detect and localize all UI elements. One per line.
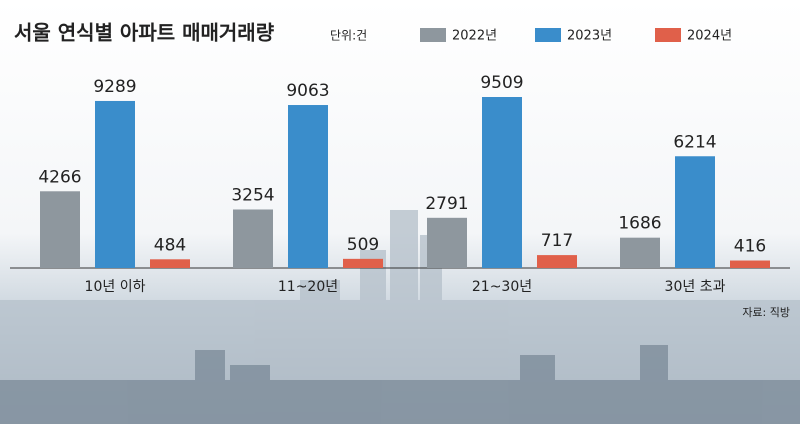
value-label: 3254 bbox=[231, 185, 274, 205]
x-tick-label: 10년 이하 bbox=[85, 279, 146, 295]
bar bbox=[482, 97, 522, 268]
legend-label: 2024년 bbox=[687, 29, 732, 44]
legend-label: 2022년 bbox=[452, 29, 497, 44]
value-label: 416 bbox=[734, 237, 766, 257]
bar bbox=[343, 258, 383, 268]
source: 자료: 직방 bbox=[742, 306, 790, 319]
legend-swatch bbox=[535, 28, 561, 42]
bar bbox=[233, 209, 273, 268]
legend-swatch bbox=[420, 28, 446, 42]
x-tick-label: 21~30년 bbox=[472, 279, 532, 295]
value-label: 717 bbox=[541, 231, 573, 251]
value-label: 484 bbox=[154, 235, 186, 255]
bar bbox=[150, 259, 190, 268]
value-label: 4266 bbox=[38, 167, 81, 187]
value-label: 6214 bbox=[673, 132, 716, 152]
bar bbox=[427, 217, 467, 268]
value-label: 9063 bbox=[286, 81, 329, 101]
bar bbox=[620, 237, 660, 268]
bar bbox=[95, 100, 135, 268]
value-label: 2791 bbox=[425, 194, 468, 214]
x-tick-label: 30년 초과 bbox=[665, 279, 726, 295]
legend-swatch bbox=[655, 28, 681, 42]
skyline-front bbox=[0, 345, 800, 424]
bar bbox=[537, 255, 577, 268]
subtitle: 단위:건 bbox=[330, 29, 367, 43]
value-label: 9509 bbox=[480, 73, 523, 93]
bar bbox=[288, 105, 328, 268]
x-tick-label: 11~20년 bbox=[278, 279, 338, 295]
bar bbox=[40, 191, 80, 268]
value-label: 509 bbox=[347, 235, 379, 255]
value-label: 9289 bbox=[93, 77, 136, 97]
bar bbox=[675, 156, 715, 268]
value-label: 1686 bbox=[618, 214, 661, 234]
bar bbox=[730, 260, 770, 268]
legend-label: 2023년 bbox=[567, 29, 612, 44]
chart-title: 서울 연식별 아파트 매매거래량 bbox=[14, 21, 275, 45]
